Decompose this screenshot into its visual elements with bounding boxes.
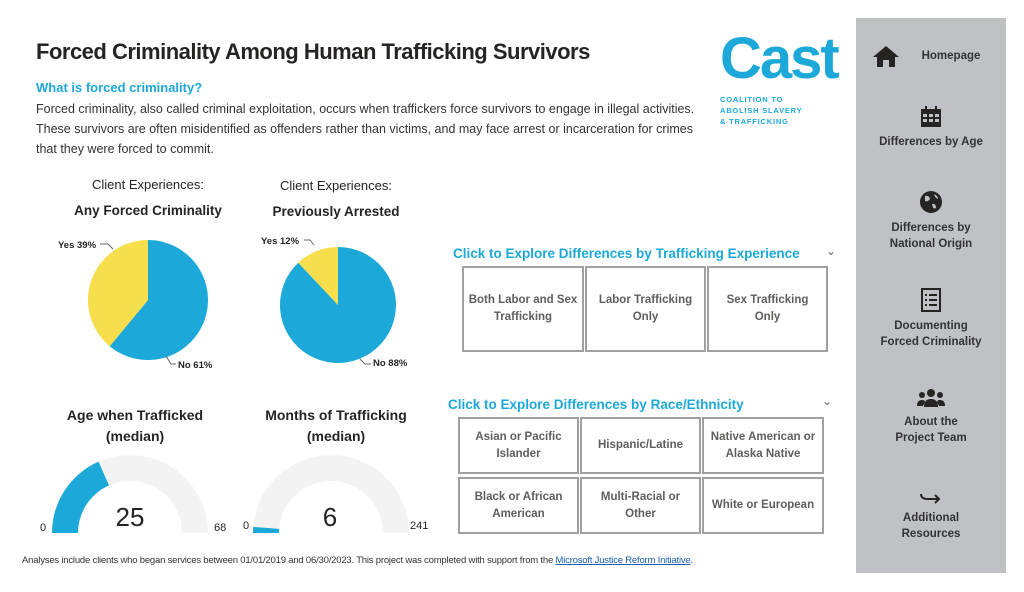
sidebar-item-homepage[interactable]: Homepage: [856, 44, 1006, 68]
gauge1-title: Age when Trafficked (median): [35, 405, 235, 447]
pie-slice-yes[interactable]: [298, 247, 338, 305]
gauge1-value: 25: [115, 502, 145, 532]
button-multiracial-other[interactable]: Multi-Racial or Other: [580, 477, 701, 534]
tagline-line: COALITION TO: [720, 95, 784, 104]
tagline-line: & TRAFFICKING: [720, 117, 789, 126]
home-icon: [872, 46, 899, 67]
gauge1-heading: Age when Trafficked: [66, 407, 204, 423]
leader-line: [165, 355, 176, 365]
tagline-line: ABOLISH SLAVERY: [720, 106, 803, 115]
button-sex-only[interactable]: Sex Trafficking Only: [707, 266, 828, 352]
button-black-african-american[interactable]: Black or African American: [458, 477, 579, 534]
gauge-age: [52, 455, 208, 533]
sidebar-item-label: Differences by Age: [879, 136, 983, 148]
people-icon: [917, 389, 945, 407]
leader-line: [304, 239, 315, 246]
pie1-title: Client Experiences: Any Forced Criminali…: [48, 172, 248, 224]
button-native-american[interactable]: Native American or Alaska Native: [702, 417, 824, 474]
pie-slice-no[interactable]: [109, 240, 208, 360]
button-asian-pacific-islander[interactable]: Asian or Pacific Islander: [458, 417, 579, 474]
gauge2-max: 241: [410, 520, 429, 532]
button-both-labor-sex[interactable]: Both Labor and Sex Trafficking: [462, 266, 584, 352]
microsoft-link[interactable]: Microsoft Justice Reform Initiative: [555, 555, 691, 566]
gauge1-min: 0: [40, 522, 47, 534]
pie2-title: Client Experiences: Previously Arrested: [236, 173, 436, 225]
cast-logo: Cast COALITION TO ABOLISH SLAVERY & TRAF…: [720, 30, 850, 127]
pie-slice-yes[interactable]: [88, 240, 148, 347]
chevron-down-icon[interactable]: ⌄: [822, 394, 833, 408]
gauge2-heading: Months of Trafficking: [265, 407, 407, 423]
gauge2-value: 6: [322, 502, 338, 532]
sidebar-nav: Homepage Differences by Age Differences …: [856, 18, 1006, 573]
sidebar-item-label: Homepage: [921, 50, 981, 62]
gauge-months: [253, 455, 409, 533]
chevron-down-icon[interactable]: ⌄: [826, 244, 837, 258]
button-hispanic-latine[interactable]: Hispanic/Latine: [580, 417, 701, 474]
logo-wordmark: Cast: [720, 26, 840, 91]
gauge2-title: Months of Trafficking (median): [236, 405, 436, 447]
race-heading: Click to Explore Differences by Race/Eth…: [448, 397, 744, 412]
pie1-heading: Any Forced Criminality: [74, 203, 222, 218]
sidebar-item-label: Additional Resources: [901, 512, 961, 540]
page-title: Forced Criminality Among Human Trafficki…: [36, 39, 590, 64]
leader-line: [100, 243, 114, 250]
sidebar-item-documenting[interactable]: Documenting Forced Criminality: [856, 288, 1006, 350]
description: Forced criminality, also called criminal…: [36, 102, 695, 156]
trafficking-heading: Click to Explore Differences by Traffick…: [453, 246, 800, 261]
sidebar-item-additional-resources[interactable]: Additional Resources: [856, 490, 1006, 542]
arrow-right-icon: [920, 493, 941, 504]
pie2-subtitle: Client Experiences:: [280, 178, 392, 193]
pie2-no-label: No 88%: [373, 358, 408, 369]
footer-note: Analyses include clients who began servi…: [22, 555, 693, 566]
gauge2-min: 0: [243, 520, 250, 532]
pie1-yes-label: Yes 39%: [58, 240, 97, 251]
sidebar-item-about-team[interactable]: About the Project Team: [856, 388, 1006, 446]
sidebar-item-national-origin[interactable]: Differences by National Origin: [856, 190, 1006, 252]
globe-icon: [920, 191, 942, 213]
pie2-heading: Previously Arrested: [272, 204, 400, 219]
footer-end: .: [690, 555, 694, 566]
footer-text: Analyses include clients who began servi…: [22, 555, 556, 566]
logo-tagline: COALITION TO ABOLISH SLAVERY & TRAFFICKI…: [720, 94, 850, 127]
button-white-european[interactable]: White or European: [702, 477, 824, 534]
gauge1-max: 68: [214, 522, 227, 534]
gauge2-subtitle: (median): [306, 428, 366, 444]
question-heading: What is forced criminality?: [36, 80, 203, 95]
gauge-fill: [52, 461, 109, 533]
button-labor-only[interactable]: Labor Trafficking Only: [585, 266, 706, 352]
pie1-no-label: No 61%: [178, 360, 213, 371]
sidebar-item-differences-by-age[interactable]: Differences by Age: [856, 106, 1006, 150]
sidebar-item-label: Differences by National Origin: [889, 222, 973, 250]
gauge1-subtitle: (median): [105, 428, 165, 444]
sidebar-item-label: About the Project Team: [895, 416, 967, 444]
leader-line: [359, 358, 371, 365]
gauge-fill: [253, 526, 280, 533]
sidebar-item-label: Documenting Forced Criminality: [880, 320, 982, 348]
pie1-subtitle: Client Experiences:: [92, 177, 204, 192]
calendar-icon: [921, 106, 941, 127]
pie-previously-arrested: [280, 239, 396, 365]
document-list-icon: [921, 288, 941, 312]
gauge-track: [253, 455, 409, 533]
pie-any-forced-criminality: [88, 240, 208, 365]
pie2-yes-label: Yes 12%: [261, 236, 300, 247]
